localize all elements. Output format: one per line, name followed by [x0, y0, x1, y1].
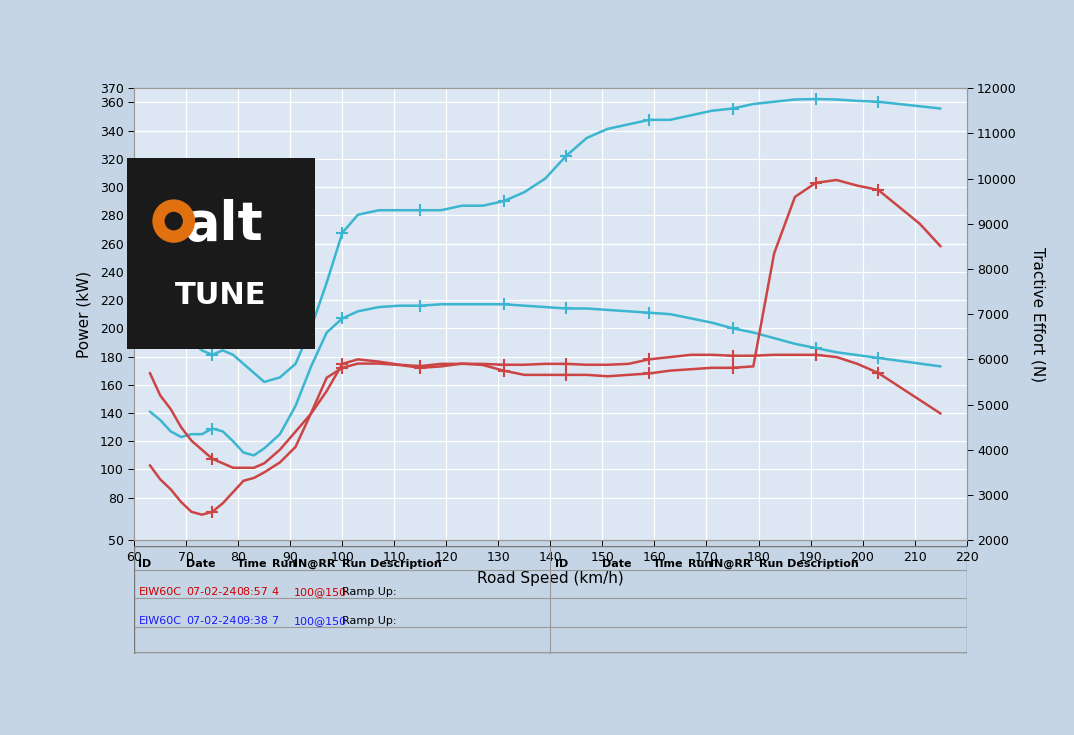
Circle shape: [165, 212, 183, 229]
Text: IN@RR: IN@RR: [294, 559, 335, 569]
Text: Run: Run: [272, 559, 295, 569]
Text: 4: 4: [272, 587, 279, 597]
Text: Time: Time: [236, 559, 267, 569]
Text: 07-02-24: 07-02-24: [186, 616, 236, 626]
Text: Ramp Up:: Ramp Up:: [343, 616, 396, 626]
Text: alt: alt: [185, 199, 264, 251]
Text: TUNE: TUNE: [175, 281, 266, 310]
Text: Ramp Up:: Ramp Up:: [343, 587, 396, 597]
Text: ID: ID: [139, 559, 151, 569]
Text: 07-02-24: 07-02-24: [186, 587, 236, 597]
Text: ID: ID: [554, 559, 568, 569]
Circle shape: [153, 200, 194, 242]
X-axis label: Road Speed (km/h): Road Speed (km/h): [477, 571, 624, 586]
Text: 08:57: 08:57: [236, 587, 268, 597]
Text: 100@150: 100@150: [294, 587, 347, 597]
Text: Run Description: Run Description: [758, 559, 858, 569]
Text: Date: Date: [603, 559, 632, 569]
Text: 7: 7: [272, 616, 279, 626]
Y-axis label: Tractive Effort (N): Tractive Effort (N): [1031, 246, 1046, 381]
Text: IN@RR: IN@RR: [710, 559, 752, 569]
Text: EIW60C: EIW60C: [139, 616, 182, 626]
Text: Run: Run: [687, 559, 712, 569]
Text: EIW60C: EIW60C: [139, 587, 182, 597]
Text: Run Description: Run Description: [343, 559, 442, 569]
Text: Time: Time: [653, 559, 683, 569]
Y-axis label: Power (kW): Power (kW): [76, 270, 91, 358]
Text: 100@150: 100@150: [294, 616, 347, 626]
Text: 09:38: 09:38: [236, 616, 268, 626]
Text: Date: Date: [186, 559, 216, 569]
